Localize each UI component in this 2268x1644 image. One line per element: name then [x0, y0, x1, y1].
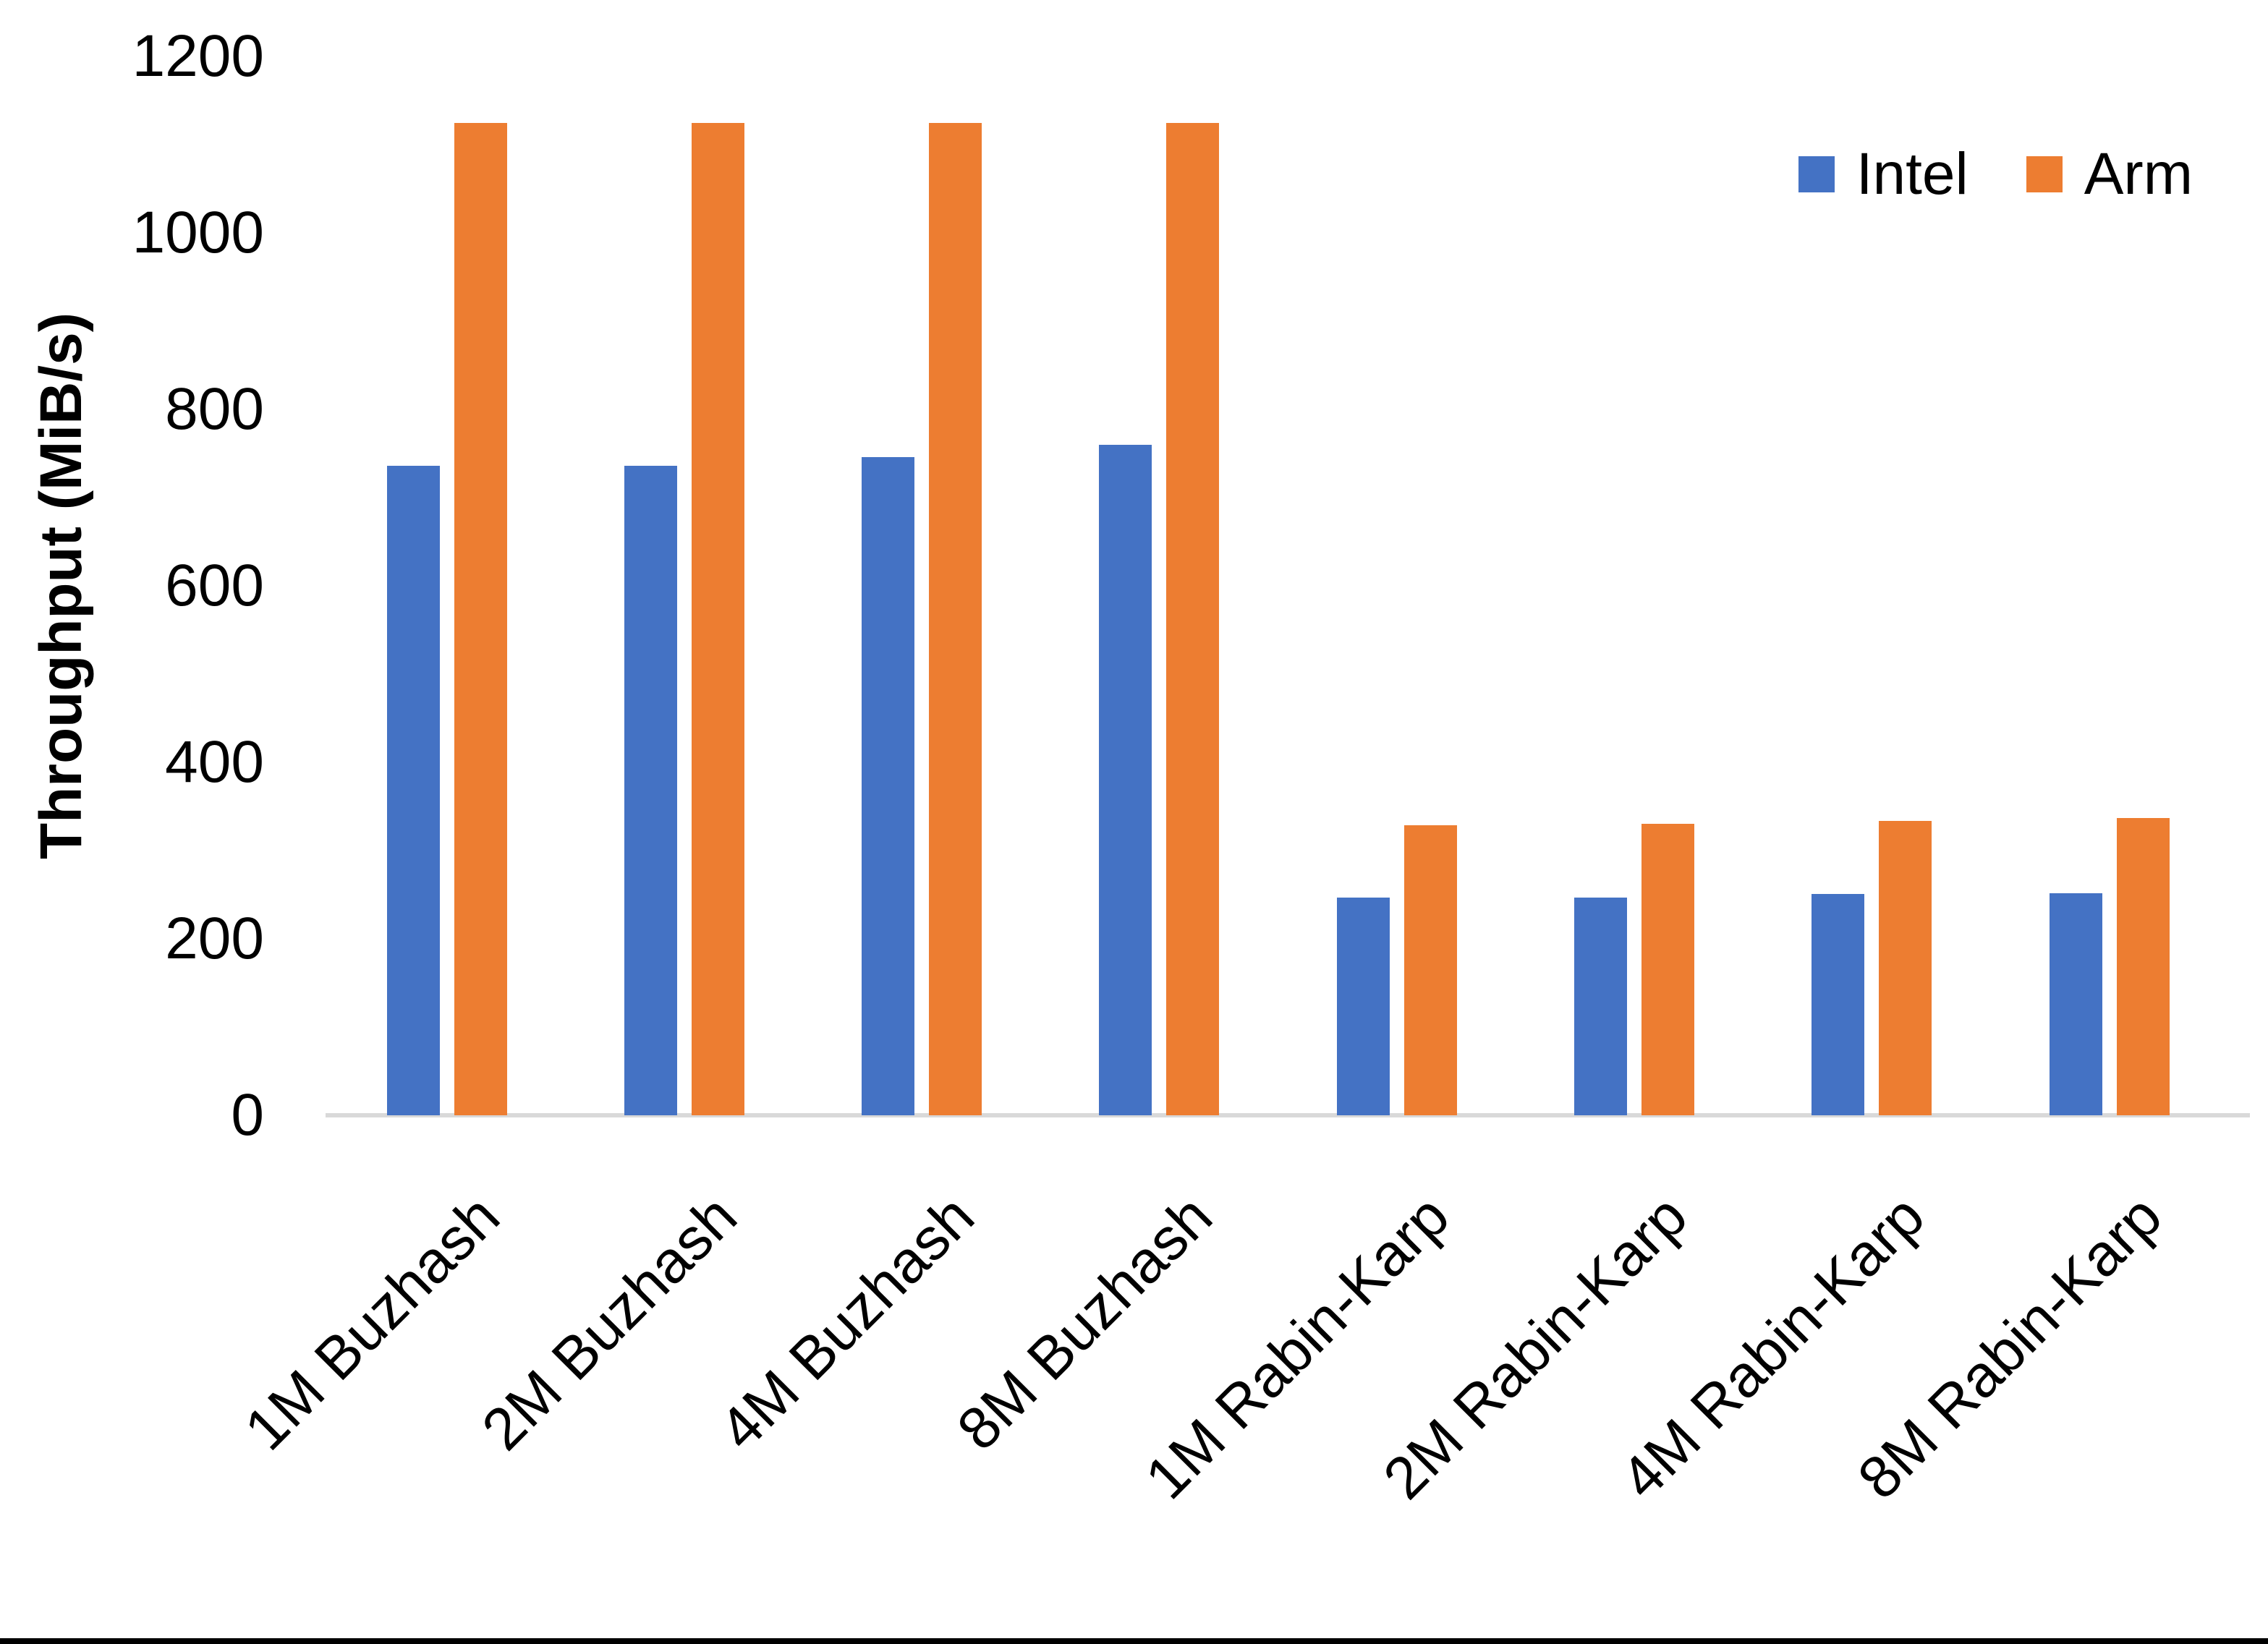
bar-arm-8m-buzhash — [1166, 122, 1220, 1115]
bar-arm-4m-buzhash — [929, 122, 982, 1115]
bar-arm-2m-buzhash — [691, 122, 744, 1115]
bar-intel-4m-rabin-karp — [1812, 893, 1865, 1115]
legend-item-arm: Arm — [2026, 145, 2193, 204]
y-axis-title: Throughput (MiB/s) — [28, 312, 94, 860]
legend-swatch-arm — [2026, 156, 2063, 192]
y-tick-label-600: 600 — [165, 553, 264, 618]
x-category-label-4m-buzhash: 4M Buzhash — [707, 1183, 988, 1463]
y-tick-label-200: 200 — [165, 906, 264, 971]
bar-intel-2m-buzhash — [624, 466, 677, 1115]
legend-swatch-intel — [1798, 156, 1835, 192]
bar-intel-1m-buzhash — [386, 466, 440, 1115]
bar-intel-2m-rabin-karp — [1574, 897, 1627, 1115]
x-axis-line — [326, 1113, 2250, 1117]
figure-bottom-border — [0, 1638, 2268, 1644]
bar-intel-4m-buzhash — [862, 456, 915, 1115]
legend-label-intel: Intel — [1856, 141, 1968, 207]
y-tick-label-0: 0 — [231, 1082, 264, 1148]
bar-arm-1m-buzhash — [454, 122, 507, 1115]
x-category-label-2m-buzhash: 2M Buzhash — [470, 1183, 749, 1463]
legend: Intel Arm — [1798, 145, 2193, 204]
legend-label-arm: Arm — [2084, 141, 2193, 207]
bar-intel-8m-buzhash — [1099, 444, 1152, 1115]
y-tick-label-1200: 1200 — [132, 23, 264, 89]
y-tick-label-400: 400 — [165, 729, 264, 795]
bar-arm-8m-rabin-karp — [2116, 817, 2170, 1115]
legend-item-intel: Intel — [1798, 145, 1968, 204]
bar-intel-1m-rabin-karp — [1336, 897, 1390, 1115]
y-tick-label-800: 800 — [165, 376, 264, 442]
bar-arm-4m-rabin-karp — [1879, 820, 1932, 1115]
bar-arm-1m-rabin-karp — [1403, 825, 1457, 1115]
bar-intel-8m-rabin-karp — [2049, 893, 2102, 1115]
x-category-label-1m-buzhash: 1M Buzhash — [232, 1183, 512, 1463]
y-tick-label-1000: 1000 — [132, 200, 264, 265]
bar-arm-2m-rabin-karp — [1641, 824, 1694, 1115]
